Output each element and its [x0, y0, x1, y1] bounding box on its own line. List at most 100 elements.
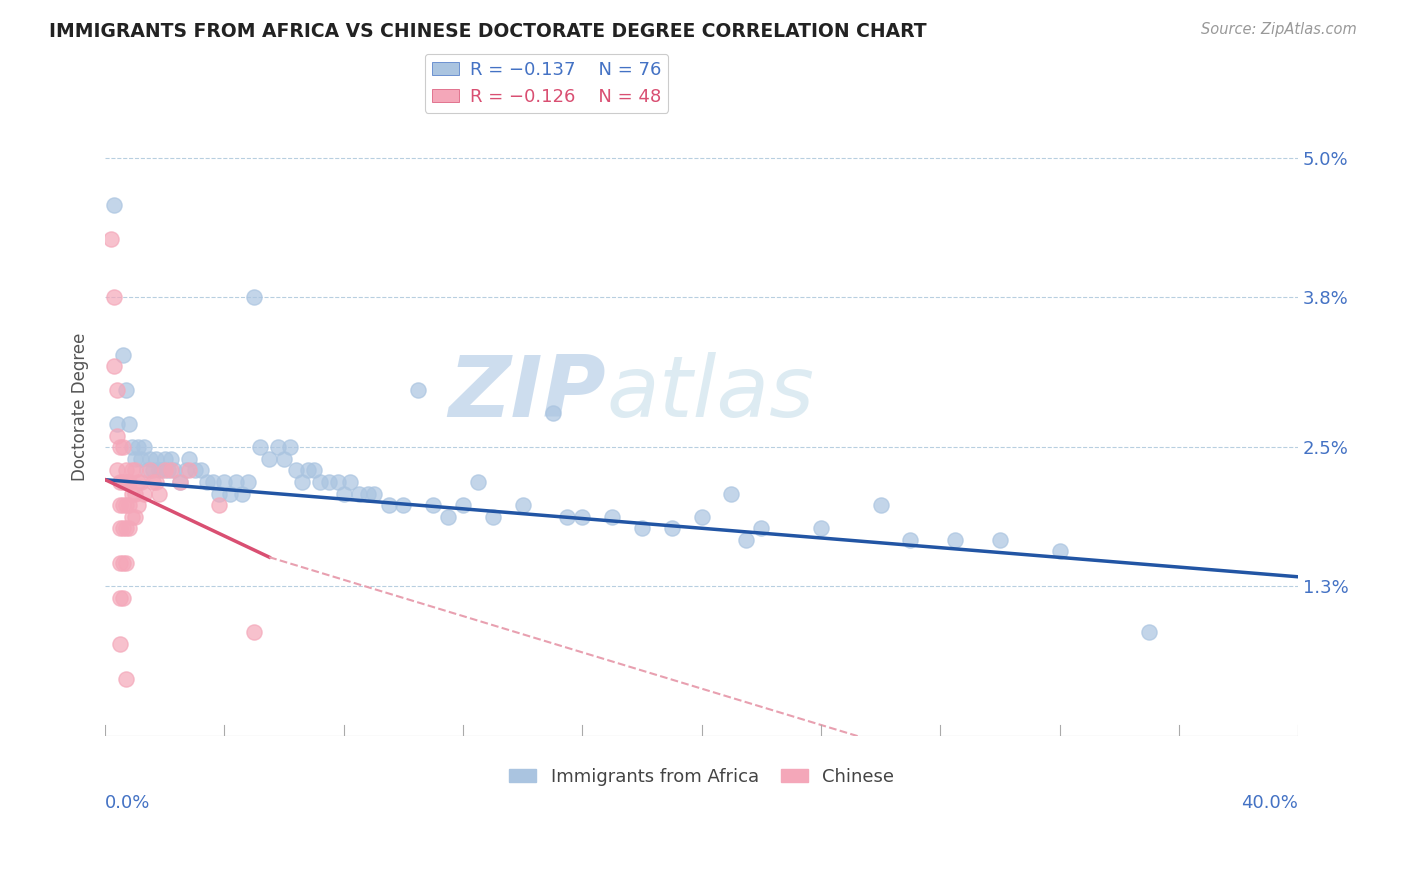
- Point: [309, 475, 332, 489]
- Point: [121, 486, 143, 500]
- Point: [661, 521, 683, 535]
- Point: [318, 475, 340, 489]
- Point: [291, 475, 314, 489]
- Text: atlas: atlas: [606, 352, 814, 435]
- Point: [720, 486, 742, 500]
- Point: [121, 509, 143, 524]
- Point: [127, 440, 149, 454]
- Point: [195, 475, 218, 489]
- Point: [225, 475, 247, 489]
- Point: [169, 475, 191, 489]
- Point: [124, 486, 146, 500]
- Point: [112, 475, 135, 489]
- Point: [108, 498, 131, 512]
- Point: [145, 475, 167, 489]
- Point: [129, 475, 152, 489]
- Point: [132, 440, 155, 454]
- Point: [169, 475, 191, 489]
- Point: [243, 290, 266, 304]
- Point: [267, 440, 290, 454]
- Point: [749, 521, 772, 535]
- Point: [347, 486, 370, 500]
- Point: [108, 475, 131, 489]
- Point: [326, 475, 349, 489]
- Point: [214, 475, 236, 489]
- Point: [105, 429, 128, 443]
- Text: IMMIGRANTS FROM AFRICA VS CHINESE DOCTORATE DEGREE CORRELATION CHART: IMMIGRANTS FROM AFRICA VS CHINESE DOCTOR…: [49, 22, 927, 41]
- Point: [408, 383, 430, 397]
- Y-axis label: Doctorate Degree: Doctorate Degree: [72, 333, 89, 481]
- Point: [333, 486, 356, 500]
- Legend: Immigrants from Africa, Chinese: Immigrants from Africa, Chinese: [502, 761, 901, 793]
- Point: [139, 451, 162, 466]
- Point: [422, 498, 444, 512]
- Point: [115, 556, 138, 570]
- Point: [339, 475, 361, 489]
- Point: [105, 417, 128, 432]
- Text: 0.0%: 0.0%: [105, 794, 150, 812]
- Point: [571, 509, 593, 524]
- Point: [124, 509, 146, 524]
- Point: [273, 451, 295, 466]
- Point: [108, 556, 131, 570]
- Point: [118, 498, 141, 512]
- Point: [145, 451, 167, 466]
- Point: [512, 498, 534, 512]
- Text: Source: ZipAtlas.com: Source: ZipAtlas.com: [1201, 22, 1357, 37]
- Point: [177, 451, 200, 466]
- Point: [231, 486, 253, 500]
- Point: [118, 475, 141, 489]
- Point: [129, 451, 152, 466]
- Point: [121, 463, 143, 477]
- Point: [377, 498, 399, 512]
- Point: [278, 440, 301, 454]
- Point: [115, 521, 138, 535]
- Point: [541, 406, 564, 420]
- Point: [257, 451, 280, 466]
- Point: [869, 498, 891, 512]
- Point: [219, 486, 242, 500]
- Point: [100, 232, 122, 246]
- Point: [249, 440, 271, 454]
- Point: [302, 463, 325, 477]
- Point: [115, 475, 138, 489]
- Point: [482, 509, 505, 524]
- Point: [159, 463, 181, 477]
- Point: [112, 348, 135, 362]
- Text: 40.0%: 40.0%: [1241, 794, 1298, 812]
- Point: [153, 463, 176, 477]
- Point: [631, 521, 654, 535]
- Point: [103, 359, 125, 374]
- Point: [148, 463, 170, 477]
- Point: [124, 451, 146, 466]
- Point: [127, 475, 149, 489]
- Point: [810, 521, 832, 535]
- Point: [900, 533, 922, 547]
- Point: [112, 521, 135, 535]
- Point: [1049, 544, 1071, 558]
- Point: [112, 440, 135, 454]
- Point: [163, 463, 186, 477]
- Point: [174, 463, 197, 477]
- Point: [159, 451, 181, 466]
- Point: [363, 486, 385, 500]
- Point: [451, 498, 474, 512]
- Point: [356, 486, 378, 500]
- Point: [103, 197, 125, 211]
- Point: [115, 383, 138, 397]
- Point: [115, 498, 138, 512]
- Point: [150, 463, 173, 477]
- Point: [201, 475, 224, 489]
- Point: [124, 463, 146, 477]
- Point: [183, 463, 205, 477]
- Point: [190, 463, 212, 477]
- Point: [177, 463, 200, 477]
- Point: [207, 486, 229, 500]
- Point: [118, 417, 141, 432]
- Point: [297, 463, 319, 477]
- Point: [103, 290, 125, 304]
- Point: [136, 463, 159, 477]
- Point: [690, 509, 713, 524]
- Point: [285, 463, 308, 477]
- Point: [112, 556, 135, 570]
